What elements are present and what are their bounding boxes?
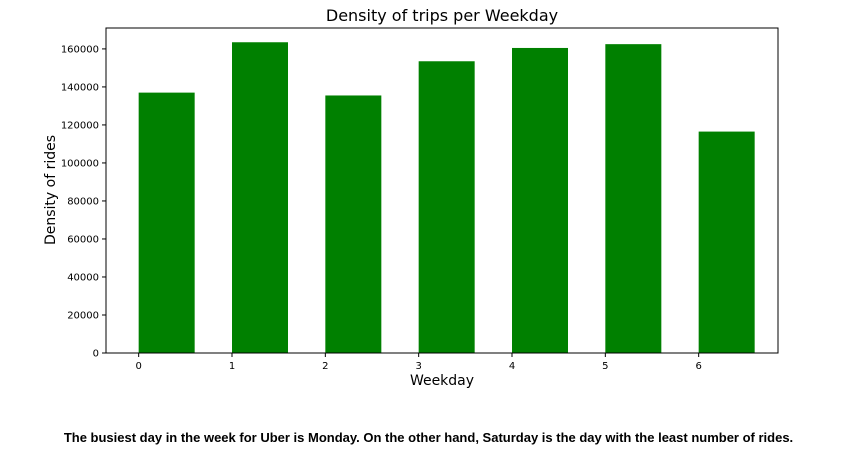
y-tick-label: 120000 [61, 120, 99, 131]
y-axis-label: Density of rides [43, 135, 59, 245]
bar-weekday-4 [512, 47, 568, 353]
x-axis-ticks: 0 1 2 3 4 5 6 [135, 353, 702, 372]
y-axis-ticks: 0 20000 40000 60000 80000 100000 120000 140000 1… [61, 44, 106, 360]
y-tick-label: 160000 [61, 44, 99, 55]
x-tick-label: 2 [322, 361, 328, 372]
x-tick-label: 6 [695, 361, 701, 372]
x-tick-label: 3 [415, 361, 421, 372]
bar-weekday-5 [605, 44, 662, 354]
y-tick-label: 100000 [61, 158, 99, 169]
plot-frame [105, 27, 779, 354]
bar-weekday-6 [698, 131, 755, 353]
bar-weekday-3 [418, 61, 475, 354]
x-tick-label: 4 [509, 361, 515, 372]
bars-group [138, 42, 755, 354]
bar-weekday-0 [138, 92, 195, 354]
x-tick-label: 5 [602, 361, 608, 372]
y-tick-label: 0 [93, 349, 99, 360]
bar-weekday-1 [232, 42, 288, 353]
y-tick-label: 60000 [67, 234, 99, 245]
x-tick-label: 0 [135, 361, 141, 372]
chart-title: Density of trips per Weekday [326, 6, 558, 25]
bar-weekday-2 [325, 95, 382, 353]
chart-caption: The busiest day in the week for Uber is … [63, 430, 794, 445]
y-tick-label: 140000 [61, 82, 99, 93]
y-tick-label: 80000 [67, 196, 99, 207]
y-tick-label: 20000 [67, 310, 99, 321]
x-tick-label: 1 [229, 361, 235, 372]
x-axis-label: Weekday [410, 373, 474, 389]
y-tick-label: 40000 [67, 272, 99, 283]
